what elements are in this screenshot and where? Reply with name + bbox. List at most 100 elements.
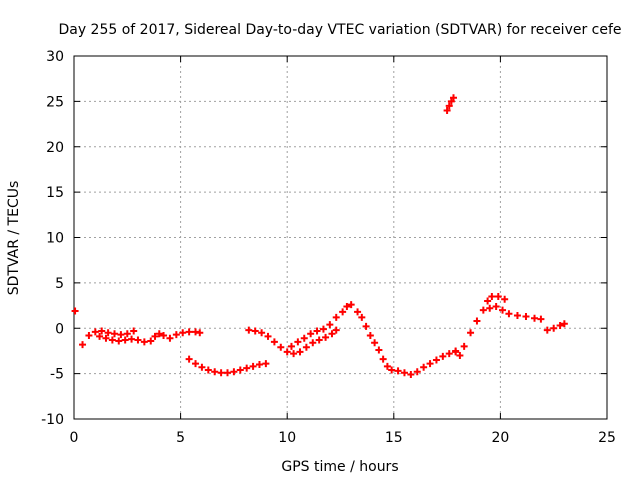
- data-point: [315, 336, 323, 344]
- data-point: [484, 297, 492, 305]
- x-tick-label: 15: [385, 430, 403, 446]
- data-point: [400, 369, 408, 377]
- data-point: [439, 352, 447, 360]
- data-point: [420, 363, 428, 371]
- data-point: [371, 339, 379, 347]
- data-point: [185, 355, 193, 363]
- data-point: [211, 368, 219, 376]
- data-point: [262, 360, 270, 368]
- data-point: [179, 329, 187, 337]
- data-point: [117, 331, 125, 339]
- data-points: [71, 94, 568, 379]
- data-point: [294, 338, 302, 346]
- data-point: [287, 342, 295, 350]
- data-point: [445, 350, 453, 358]
- data-point: [192, 360, 200, 368]
- data-point: [347, 301, 355, 309]
- data-point: [479, 306, 487, 314]
- data-point: [309, 339, 317, 347]
- data-point: [270, 338, 278, 346]
- data-point: [445, 102, 453, 110]
- data-point: [505, 310, 513, 318]
- data-point: [313, 327, 321, 335]
- data-point: [522, 312, 530, 320]
- data-point: [492, 302, 500, 310]
- data-point: [302, 343, 310, 351]
- data-point: [264, 332, 272, 340]
- data-point: [134, 336, 142, 344]
- data-point: [343, 302, 351, 310]
- axis-ticks: [73, 55, 608, 420]
- data-point: [160, 332, 168, 340]
- data-point: [499, 306, 507, 314]
- y-tick-label: 25: [46, 94, 64, 110]
- data-point: [494, 292, 502, 300]
- data-point: [123, 330, 131, 338]
- data-point: [198, 363, 206, 371]
- data-point: [172, 331, 180, 339]
- data-point: [394, 367, 402, 375]
- data-point: [319, 325, 327, 333]
- chart-title: Day 255 of 2017, Sidereal Day-to-day VTE…: [58, 22, 621, 38]
- x-tick-labels: 0 5 10 15 20 25: [70, 430, 616, 446]
- data-point: [155, 330, 163, 338]
- x-tick-label: 20: [491, 430, 509, 446]
- data-point: [447, 97, 455, 105]
- data-point: [328, 330, 336, 338]
- data-point: [85, 332, 93, 340]
- data-point: [128, 335, 136, 343]
- data-point: [98, 327, 106, 335]
- data-point: [326, 321, 334, 329]
- data-point: [362, 322, 370, 330]
- data-point: [185, 328, 193, 336]
- x-tick-label: 5: [176, 430, 185, 446]
- y-tick-label: 15: [46, 185, 64, 201]
- y-tick-label: -10: [41, 412, 64, 428]
- data-point: [379, 355, 387, 363]
- data-point: [560, 320, 568, 328]
- data-point: [283, 348, 291, 356]
- data-point: [230, 368, 238, 376]
- data-point: [322, 333, 330, 341]
- data-point: [224, 369, 232, 377]
- data-point: [255, 361, 263, 369]
- data-point: [407, 371, 415, 379]
- y-tick-labels: -10 -5 0 5 10 15 20 25 30: [41, 49, 64, 428]
- data-point: [537, 315, 545, 323]
- data-point: [130, 327, 138, 335]
- data-point: [426, 360, 434, 368]
- data-point: [236, 366, 244, 374]
- data-point: [277, 343, 285, 351]
- data-point: [556, 322, 564, 330]
- y-axis-label: SDTVAR / TECUs: [6, 181, 22, 296]
- data-point: [204, 366, 212, 374]
- data-point: [452, 348, 460, 356]
- data-point: [249, 362, 257, 370]
- y-tick-label: 0: [55, 321, 64, 337]
- data-point: [358, 313, 366, 321]
- y-tick-label: 20: [46, 140, 64, 156]
- x-tick-label: 10: [278, 430, 296, 446]
- data-point: [332, 313, 340, 321]
- data-point: [375, 346, 383, 354]
- data-point: [307, 330, 315, 338]
- grid: [74, 56, 607, 419]
- data-point: [140, 338, 148, 346]
- data-point: [388, 366, 396, 374]
- data-point: [121, 336, 129, 344]
- y-tick-label: 5: [55, 276, 64, 292]
- data-point: [366, 332, 374, 340]
- data-point: [79, 341, 87, 349]
- x-tick-label: 0: [70, 430, 79, 446]
- data-point: [300, 334, 308, 342]
- data-point: [513, 312, 521, 320]
- data-point: [111, 330, 119, 338]
- x-axis-label: GPS time / hours: [281, 459, 398, 475]
- data-point: [339, 308, 347, 316]
- data-point: [486, 304, 494, 312]
- data-point: [96, 332, 104, 340]
- y-tick-label: 30: [46, 49, 64, 65]
- data-point: [443, 106, 451, 114]
- data-point: [258, 329, 266, 337]
- data-point: [108, 336, 116, 344]
